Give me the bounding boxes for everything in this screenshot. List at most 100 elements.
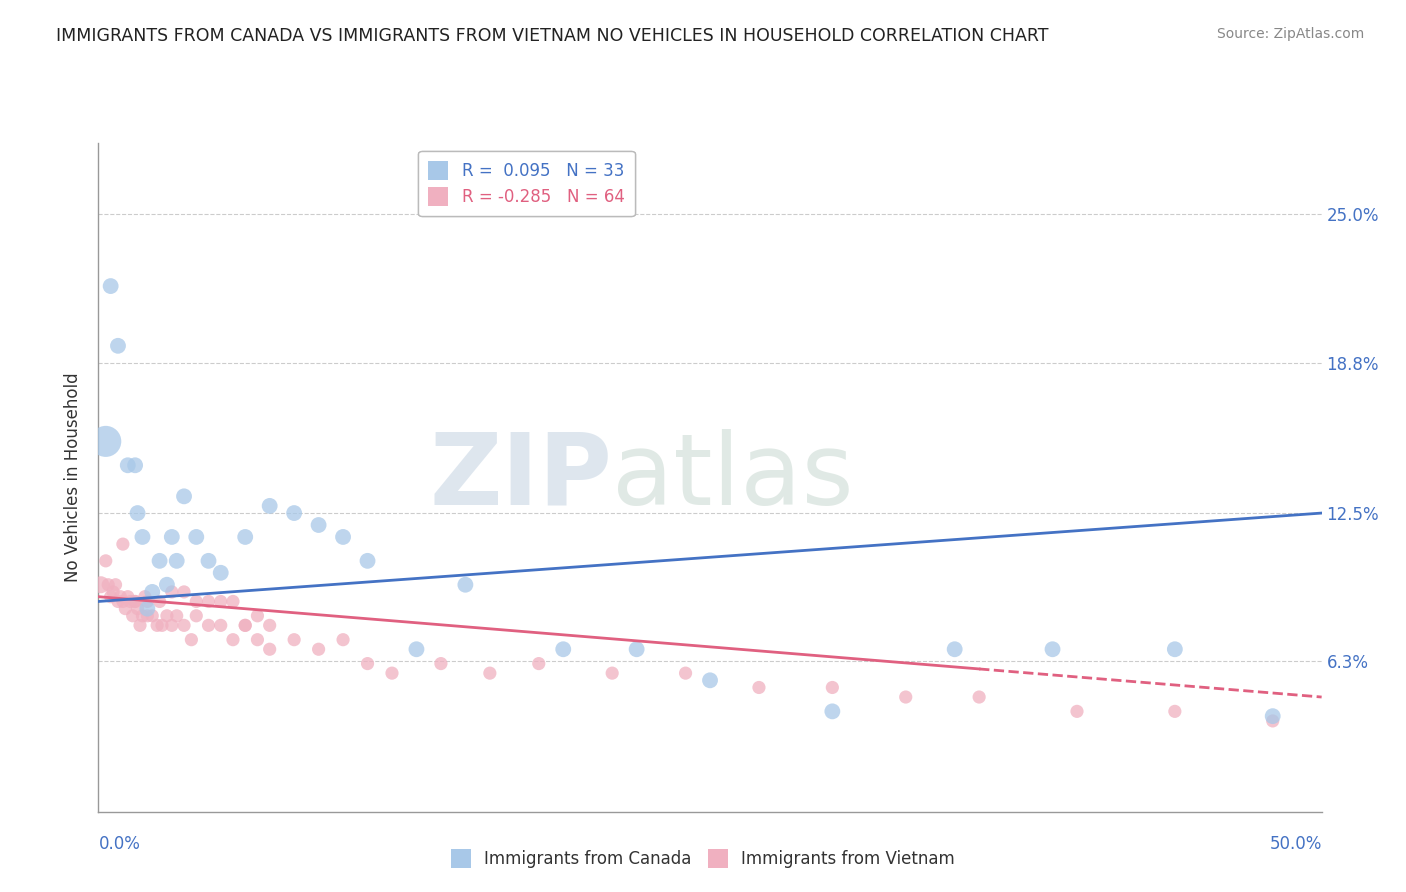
Point: [111, 537, 134, 551]
Point: [173, 489, 195, 503]
Point: [233, 618, 256, 632]
Point: [894, 690, 917, 704]
Point: [246, 632, 269, 647]
Point: [308, 518, 330, 533]
Point: [131, 530, 153, 544]
Point: [1164, 642, 1187, 657]
Point: [166, 554, 188, 568]
Point: [308, 642, 330, 657]
Point: [136, 594, 159, 608]
Point: [173, 618, 195, 632]
Point: [197, 594, 219, 608]
Point: [166, 608, 188, 623]
Point: [127, 601, 149, 615]
Point: [259, 618, 281, 632]
Point: [131, 608, 153, 623]
Point: [821, 705, 844, 719]
Point: [94, 434, 117, 449]
Point: [699, 673, 721, 688]
Point: [259, 499, 281, 513]
Point: [156, 578, 179, 592]
Point: [110, 590, 132, 604]
Point: [180, 632, 202, 647]
Point: [111, 594, 134, 608]
Point: [283, 632, 305, 647]
Text: 50.0%: 50.0%: [1270, 835, 1322, 853]
Text: IMMIGRANTS FROM CANADA VS IMMIGRANTS FROM VIETNAM NO VEHICLES IN HOUSEHOLD CORRE: IMMIGRANTS FROM CANADA VS IMMIGRANTS FRO…: [56, 27, 1049, 45]
Point: [120, 594, 142, 608]
Point: [186, 530, 208, 544]
Point: [160, 530, 183, 544]
Point: [967, 690, 990, 704]
Point: [150, 618, 173, 632]
Legend: R =  0.095   N = 33, R = -0.285   N = 64: R = 0.095 N = 33, R = -0.285 N = 64: [419, 151, 634, 216]
Point: [553, 642, 575, 657]
Point: [222, 594, 245, 608]
Point: [101, 585, 124, 599]
Point: [124, 594, 146, 608]
Point: [141, 585, 163, 599]
Point: [1042, 642, 1064, 657]
Point: [222, 632, 245, 647]
Point: [454, 578, 477, 592]
Point: [233, 618, 256, 632]
Point: [675, 666, 697, 681]
Point: [149, 594, 172, 608]
Point: [136, 601, 159, 615]
Point: [141, 608, 163, 623]
Point: [1066, 705, 1088, 719]
Point: [209, 594, 232, 608]
Point: [146, 618, 169, 632]
Point: [156, 608, 179, 623]
Point: [100, 590, 122, 604]
Text: 0.0%: 0.0%: [98, 835, 141, 853]
Point: [117, 458, 139, 473]
Point: [209, 618, 232, 632]
Point: [943, 642, 966, 657]
Point: [117, 590, 139, 604]
Point: [97, 578, 120, 592]
Point: [209, 566, 232, 580]
Point: [527, 657, 550, 671]
Point: [356, 554, 378, 568]
Point: [186, 594, 208, 608]
Point: [129, 618, 152, 632]
Text: ZIP: ZIP: [429, 429, 612, 525]
Point: [356, 657, 378, 671]
Point: [107, 594, 129, 608]
Text: atlas: atlas: [612, 429, 853, 525]
Point: [197, 554, 219, 568]
Point: [121, 608, 143, 623]
Point: [134, 590, 156, 604]
Point: [94, 554, 117, 568]
Point: [332, 530, 354, 544]
Point: [160, 585, 183, 599]
Point: [186, 608, 208, 623]
Point: [381, 666, 404, 681]
Point: [259, 642, 281, 657]
Point: [233, 530, 256, 544]
Point: [173, 585, 195, 599]
Point: [478, 666, 501, 681]
Legend: Immigrants from Canada, Immigrants from Vietnam: Immigrants from Canada, Immigrants from …: [444, 842, 962, 875]
Point: [430, 657, 453, 671]
Point: [136, 608, 159, 623]
Point: [405, 642, 427, 657]
Point: [1261, 709, 1284, 723]
Point: [124, 458, 146, 473]
Point: [283, 506, 305, 520]
Point: [127, 506, 149, 520]
Point: [821, 681, 844, 695]
Text: Source: ZipAtlas.com: Source: ZipAtlas.com: [1216, 27, 1364, 41]
Point: [1164, 705, 1187, 719]
Y-axis label: No Vehicles in Household: No Vehicles in Household: [65, 372, 83, 582]
Point: [160, 618, 183, 632]
Point: [104, 578, 127, 592]
Point: [197, 618, 219, 632]
Point: [332, 632, 354, 647]
Point: [90, 578, 112, 592]
Point: [107, 339, 129, 353]
Point: [149, 554, 172, 568]
Point: [600, 666, 623, 681]
Point: [246, 608, 269, 623]
